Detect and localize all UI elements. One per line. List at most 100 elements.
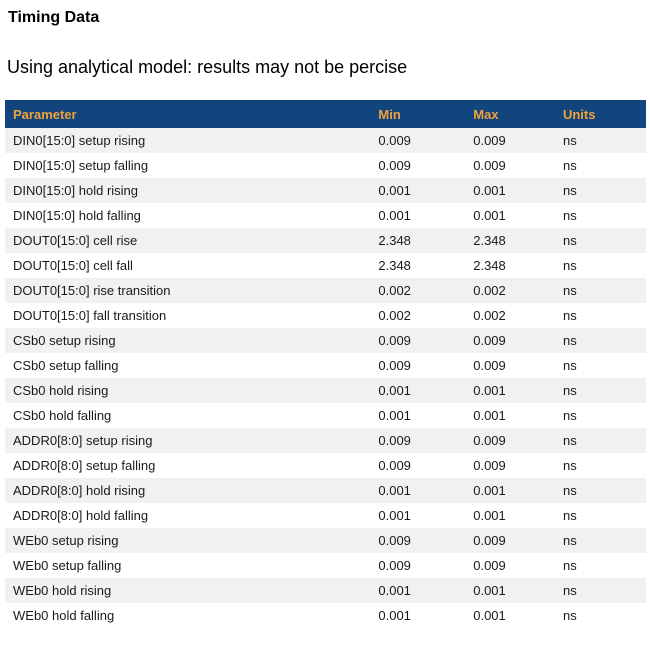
table-header-row: Parameter Min Max Units	[5, 100, 646, 128]
table-cell-max: 0.001	[473, 483, 506, 498]
table-row: ADDR0[8:0] hold rising 0.001 0.001 ns	[5, 478, 646, 503]
table-cell-parameter: DOUT0[15:0] cell fall	[13, 258, 133, 273]
table-row: ADDR0[8:0] hold falling 0.001 0.001 ns	[5, 503, 646, 528]
table-row: DIN0[15:0] setup rising 0.009 0.009 ns	[5, 128, 646, 153]
table-cell-parameter: CSb0 hold falling	[13, 408, 112, 423]
table-header: Parameter Min Max Units	[5, 100, 646, 128]
table-cell-min: 0.009	[378, 158, 411, 173]
table-cell-min: 0.009	[378, 458, 411, 473]
table-cell-min: 0.009	[378, 133, 411, 148]
table-row: WEb0 setup rising 0.009 0.009 ns	[5, 528, 646, 553]
table-cell-parameter: DOUT0[15:0] cell rise	[13, 233, 138, 248]
table-cell-min: 0.001	[378, 183, 411, 198]
table-cell-max: 0.002	[473, 283, 506, 298]
table-cell-min: 0.009	[378, 333, 411, 348]
table-cell-max: 0.009	[473, 358, 506, 373]
table-row: DOUT0[15:0] cell rise 2.348 2.348 ns	[5, 228, 646, 253]
table-row: ADDR0[8:0] setup falling 0.009 0.009 ns	[5, 453, 646, 478]
table-cell-parameter: WEb0 hold rising	[13, 583, 112, 598]
table-row: CSb0 setup rising 0.009 0.009 ns	[5, 328, 646, 353]
table-cell-parameter: DIN0[15:0] setup rising	[13, 133, 146, 148]
table-cell-parameter: ADDR0[8:0] hold falling	[13, 508, 149, 523]
table-cell-min: 0.001	[378, 383, 411, 398]
table-cell-min: 0.001	[378, 508, 411, 523]
table-cell-units: ns	[562, 183, 577, 198]
table-cell-min: 0.001	[378, 608, 411, 623]
table-cell-units: ns	[562, 358, 577, 373]
table-cell-min: 0.002	[378, 283, 411, 298]
table-cell-units: ns	[562, 258, 577, 273]
table-cell-max: 0.001	[473, 508, 506, 523]
table-cell-units: ns	[562, 533, 577, 548]
table-cell-parameter: DIN0[15:0] hold falling	[13, 208, 141, 223]
timing-table-body: DIN0[15:0] setup rising 0.009 0.009 ns DIN0[…	[5, 128, 646, 628]
table-cell-min: 0.001	[378, 483, 411, 498]
table-row: DIN0[15:0] setup falling 0.009 0.009 ns	[5, 153, 646, 178]
table-cell-max: 0.009	[473, 133, 506, 148]
table-cell-max: 0.001	[473, 208, 506, 223]
column-header-min: Min	[370, 100, 466, 128]
table-cell-units: ns	[562, 483, 577, 498]
table-cell-max: 0.001	[473, 583, 506, 598]
table-cell-parameter: WEb0 hold falling	[13, 608, 115, 623]
table-cell-units: ns	[562, 583, 577, 598]
table-row: DOUT0[15:0] cell fall 2.348 2.348 ns	[5, 253, 646, 278]
table-row: DIN0[15:0] hold rising 0.001 0.001 ns	[5, 178, 646, 203]
table-cell-units: ns	[562, 408, 577, 423]
table-cell-parameter: DOUT0[15:0] fall transition	[13, 308, 167, 323]
table-cell-max: 2.348	[473, 258, 506, 273]
table-row: CSb0 hold falling 0.001 0.001 ns	[5, 403, 646, 428]
table-cell-parameter: CSb0 hold rising	[13, 383, 109, 398]
page-title: Timing Data	[8, 9, 100, 26]
table-cell-units: ns	[562, 208, 577, 223]
table-cell-max: 0.001	[473, 408, 506, 423]
table-cell-max: 0.001	[473, 183, 506, 198]
table-cell-units: ns	[562, 233, 577, 248]
table-cell-units: ns	[562, 608, 577, 623]
table-cell-units: ns	[562, 308, 577, 323]
table-cell-min: 0.001	[378, 583, 411, 598]
table-cell-units: ns	[562, 283, 577, 298]
table-row: CSb0 hold rising 0.001 0.001 ns	[5, 378, 646, 403]
table-cell-units: ns	[562, 558, 577, 573]
table-cell-parameter: WEb0 setup falling	[13, 558, 122, 573]
table-cell-max: 0.001	[473, 608, 506, 623]
table-cell-max: 0.009	[473, 558, 506, 573]
table-cell-parameter: DIN0[15:0] setup falling	[13, 158, 149, 173]
column-header-units: Units	[554, 100, 646, 128]
table-cell-min: 0.001	[378, 208, 411, 223]
table-cell-parameter: ADDR0[8:0] hold rising	[13, 483, 146, 498]
table-cell-units: ns	[562, 508, 577, 523]
timing-data-table: Parameter Min Max Units DIN0[15:0] setup…	[5, 100, 646, 628]
table-row: WEb0 setup falling 0.009 0.009 ns	[5, 553, 646, 578]
table-row: DOUT0[15:0] fall transition 0.002 0.002 ns	[5, 303, 646, 328]
column-header-parameter: Parameter	[5, 100, 371, 128]
table-cell-max: 0.009	[473, 458, 506, 473]
table-row: WEb0 hold rising 0.001 0.001 ns	[5, 578, 646, 603]
table-cell-max: 0.009	[473, 433, 506, 448]
table-row: WEb0 hold falling 0.001 0.001 ns	[5, 603, 646, 628]
table-cell-min: 0.009	[378, 558, 411, 573]
column-header-max: Max	[465, 100, 555, 128]
table-cell-min: 2.348	[378, 233, 411, 248]
table-cell-max: 0.009	[473, 158, 506, 173]
table-cell-min: 0.009	[378, 358, 411, 373]
model-warning-text: Using analytical model: results may not …	[7, 57, 408, 77]
table-cell-max: 0.009	[473, 533, 506, 548]
table-cell-units: ns	[562, 158, 577, 173]
table-cell-units: ns	[562, 458, 577, 473]
table-cell-max: 0.002	[473, 308, 506, 323]
table-cell-max: 0.009	[473, 333, 506, 348]
table-cell-min: 0.001	[378, 408, 411, 423]
table-row: CSb0 setup falling 0.009 0.009 ns	[5, 353, 646, 378]
table-cell-min: 0.009	[378, 433, 411, 448]
table-cell-parameter: WEb0 setup rising	[13, 533, 119, 548]
table-cell-parameter: ADDR0[8:0] setup rising	[13, 433, 153, 448]
table-cell-parameter: CSb0 setup falling	[13, 358, 119, 373]
table-cell-parameter: ADDR0[8:0] setup falling	[13, 458, 156, 473]
table-cell-units: ns	[562, 383, 577, 398]
table-cell-parameter: CSb0 setup rising	[13, 333, 116, 348]
table-cell-units: ns	[562, 333, 577, 348]
table-cell-parameter: DIN0[15:0] hold rising	[13, 183, 139, 198]
